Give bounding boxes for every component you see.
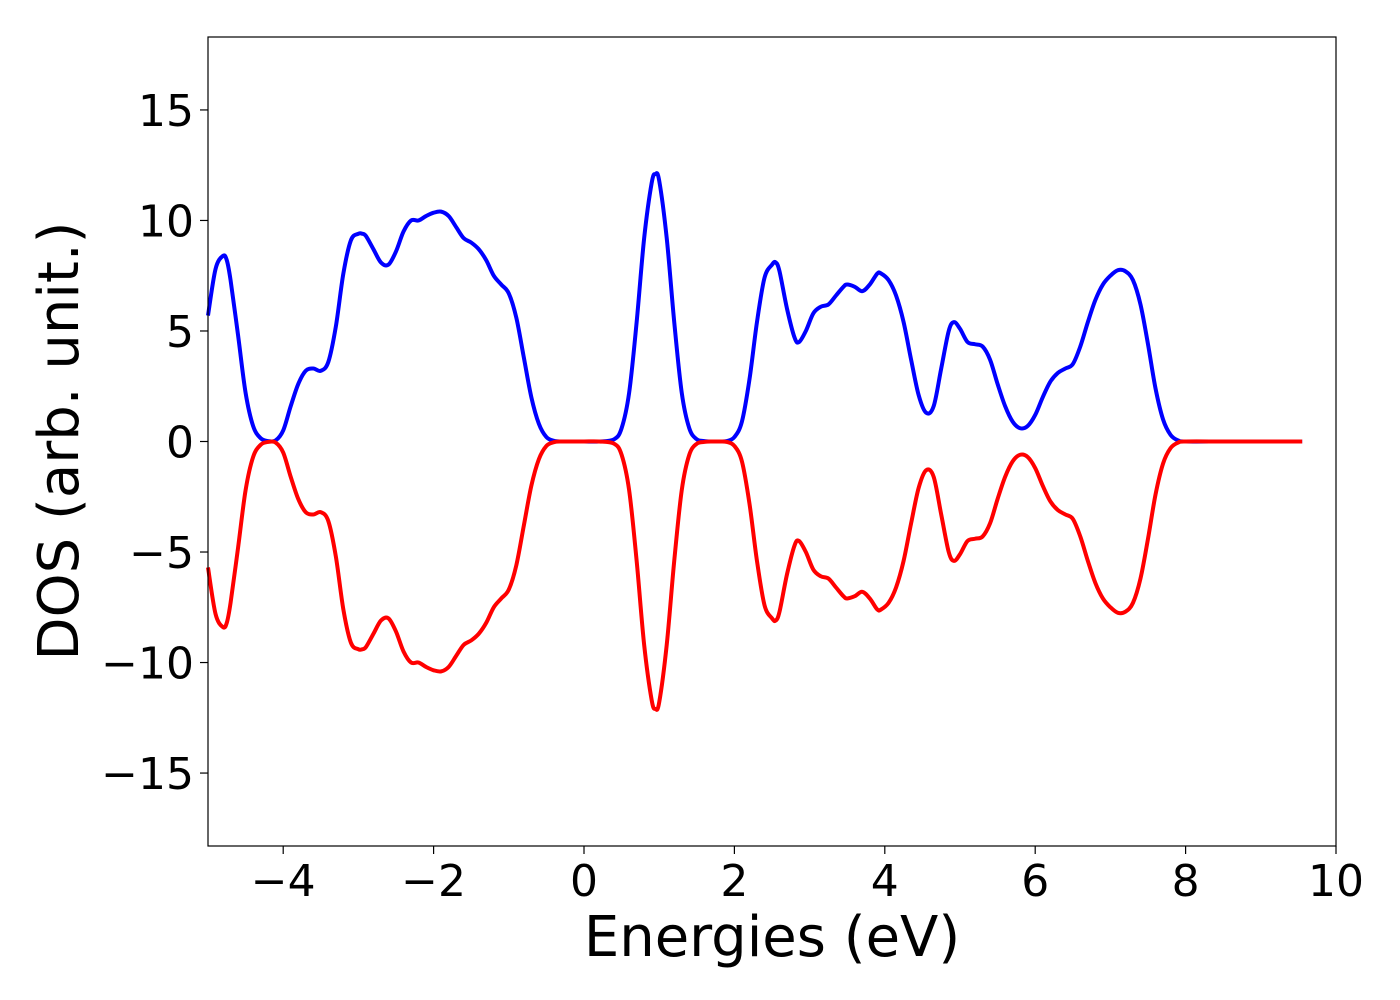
plot-background (208, 37, 1336, 846)
x-tick-label: 6 (1021, 856, 1049, 907)
x-tick-label: 8 (1172, 856, 1200, 907)
y-tick-label: 0 (166, 418, 194, 469)
x-tick-label: 4 (871, 856, 899, 907)
y-tick-label: 10 (138, 196, 194, 247)
x-tick-label: 2 (720, 856, 748, 907)
x-axis-label: Energies (eV) (584, 905, 960, 970)
series-layer (206, 171, 1303, 712)
y-axis-ticks: 15 10 5 0 −5 −10 −15 (101, 86, 208, 800)
x-tick-label: −4 (251, 856, 316, 907)
x-tick-label: 0 (570, 856, 598, 907)
y-tick-label: −10 (101, 639, 194, 690)
y-tick-label: −15 (101, 749, 194, 800)
x-tick-label: −2 (401, 856, 466, 907)
x-tick-label: 10 (1308, 856, 1364, 907)
series-line-2 (206, 439, 1303, 712)
y-tick-label: 5 (166, 307, 194, 358)
x-axis-ticks: −4 −2 0 2 4 6 8 10 (251, 846, 1364, 907)
y-axis-label: DOS (arb. unit.) (27, 221, 92, 660)
y-tick-label: 15 (138, 86, 194, 137)
y-tick-label: −5 (129, 528, 194, 579)
